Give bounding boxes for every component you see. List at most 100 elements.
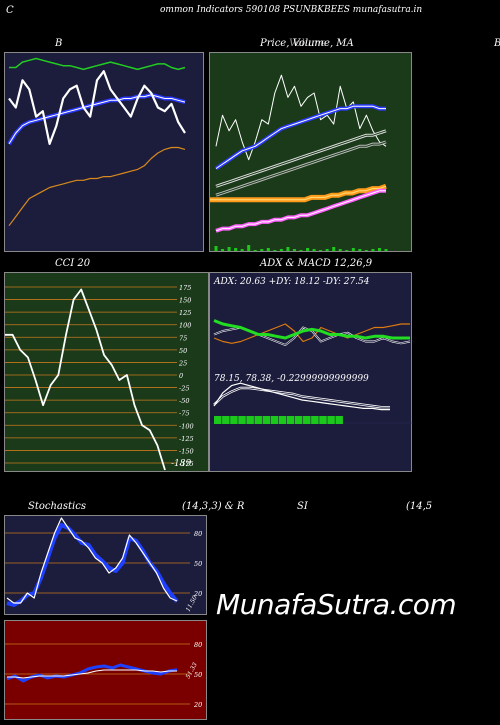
cci-tick-label: 100 bbox=[179, 322, 191, 330]
price-panel bbox=[209, 52, 412, 252]
adx-panel: ADX: 20.63 +DY: 18.12 -DY: 27.54 78.15, … bbox=[209, 272, 413, 472]
volume-bar bbox=[234, 248, 238, 251]
cci-tick-label: -50 bbox=[179, 397, 189, 405]
stoch-title-right: (14,3,3) & R bbox=[182, 501, 245, 512]
adx-title: ADX & MACD 12,26,9 bbox=[260, 258, 373, 269]
volume-bar bbox=[266, 248, 270, 251]
rsi-tick-label: 50 bbox=[194, 671, 202, 679]
bb-upper-line bbox=[9, 57, 186, 71]
price-title: Price, Volume, MA bbox=[260, 38, 354, 49]
rsi-line bbox=[6, 663, 178, 683]
macd-signal-core bbox=[213, 387, 390, 408]
minus-di-line bbox=[213, 323, 410, 344]
volume-bar bbox=[371, 249, 375, 251]
volume-bar bbox=[221, 249, 225, 251]
macd-signal-line bbox=[213, 386, 390, 409]
bollinger-chart bbox=[7, 57, 186, 227]
cci-line bbox=[5, 288, 166, 471]
macd-hist-bar bbox=[246, 416, 254, 424]
ma-long-core bbox=[210, 185, 387, 201]
rsi-panel: 80 50 20 51.33 bbox=[4, 620, 207, 720]
stoch-title-left: Stochastics bbox=[28, 501, 86, 512]
cci-panel: 175 150 125 100 75 50 25 0 -25 -50 -75 -100 -125 -150… bbox=[4, 272, 209, 472]
macd-hist-bar bbox=[270, 416, 279, 424]
macd-hist-bar bbox=[278, 416, 287, 424]
volume-bar bbox=[253, 250, 257, 251]
cci-tick-label: -25 bbox=[179, 385, 189, 393]
macd-hist-bar bbox=[303, 416, 311, 424]
stoch-tick-label: 20 bbox=[193, 590, 202, 598]
volume-bar bbox=[377, 248, 381, 251]
bb-price-line bbox=[8, 70, 186, 146]
volume-bar bbox=[292, 249, 296, 251]
price-line bbox=[215, 74, 387, 161]
cci-tick-label: 50 bbox=[179, 347, 187, 355]
cci-tick-label: 125 bbox=[179, 309, 191, 317]
watermark: MunafaSutra.com bbox=[216, 588, 457, 621]
header-left: C bbox=[6, 5, 14, 16]
cci-tick-label: 75 bbox=[179, 334, 187, 342]
volume-bar bbox=[279, 249, 283, 251]
cci-tick-label: -100 bbox=[179, 422, 194, 430]
macd-hist-bar bbox=[286, 416, 295, 424]
rsi-title-right: (14,5 bbox=[406, 501, 433, 512]
bb-middle-line-outer bbox=[7, 92, 186, 145]
rsi-title-left: SI bbox=[297, 501, 308, 512]
volume-bar bbox=[227, 247, 231, 251]
cci-chart: 175 150 125 100 75 50 25 0 -25 -50 -75 -100 -125 -150… bbox=[5, 284, 194, 471]
volume-bar bbox=[240, 249, 244, 251]
macd-hist-bar bbox=[319, 416, 327, 424]
bollinger-title: B bbox=[55, 38, 63, 49]
ma-trend-line-core bbox=[215, 190, 386, 232]
volume-bar bbox=[299, 250, 303, 251]
rsi-tick-label: 20 bbox=[193, 701, 202, 709]
macd-hist-bar bbox=[230, 416, 238, 424]
stoch-k-line bbox=[6, 517, 178, 604]
volume-bar bbox=[247, 245, 251, 251]
volume-bar bbox=[214, 246, 218, 251]
ma-fast-line-core bbox=[215, 105, 386, 170]
stoch-last-value: 11.50 bbox=[185, 594, 199, 613]
stoch-tick-label: 50 bbox=[194, 560, 202, 568]
cci-tick-label: -75 bbox=[179, 410, 189, 418]
volume-bar bbox=[384, 249, 388, 251]
adx-line bbox=[213, 319, 410, 340]
cci-tick-label: -125 bbox=[179, 435, 194, 443]
volume-bar bbox=[260, 249, 264, 251]
macd-hist-bar bbox=[335, 416, 343, 424]
rsi-tick-label: 80 bbox=[194, 641, 202, 649]
volume-bar bbox=[286, 247, 290, 251]
price-chart bbox=[210, 74, 388, 251]
bollinger-panel bbox=[4, 52, 204, 252]
right-edge-label: B bbox=[494, 38, 500, 49]
ma-mid-line-core bbox=[215, 130, 387, 187]
cci-last-value: -189 bbox=[171, 459, 191, 469]
volume-bar bbox=[351, 248, 355, 251]
macd-hist-bar bbox=[262, 416, 271, 424]
volume-bar bbox=[364, 250, 368, 251]
volume-bar bbox=[273, 250, 277, 251]
macd-hist-bar bbox=[222, 416, 230, 424]
macd-hist-bar bbox=[327, 416, 335, 424]
cci-tick-label: -175 bbox=[179, 460, 194, 468]
ma-slow-line-core bbox=[215, 141, 387, 196]
macd-readout: 78.15, 78.38, -0.22999999999999 bbox=[214, 374, 369, 384]
volume-bar bbox=[338, 249, 342, 251]
volume-bar bbox=[325, 249, 329, 251]
macd-hist-bar bbox=[214, 416, 222, 424]
cci-tick-label: 25 bbox=[178, 359, 187, 367]
bb-lower-line bbox=[8, 146, 186, 227]
volume-bar bbox=[312, 249, 316, 251]
volume-bar bbox=[345, 250, 349, 251]
rsi-signal-line bbox=[7, 669, 177, 679]
volume-bar bbox=[306, 248, 310, 251]
volume-bar bbox=[319, 250, 323, 251]
adx-macd-chart bbox=[210, 319, 413, 424]
stoch-tick-label: 80 bbox=[194, 530, 202, 538]
stoch-panel: 80 50 20 11.50 bbox=[4, 515, 207, 615]
page-title: ommon Indicators 590108 PSUNBKBEES munaf… bbox=[160, 5, 423, 15]
macd-line bbox=[213, 382, 390, 411]
adx-readout: ADX: 20.63 +DY: 18.12 -DY: 27.54 bbox=[214, 277, 370, 287]
